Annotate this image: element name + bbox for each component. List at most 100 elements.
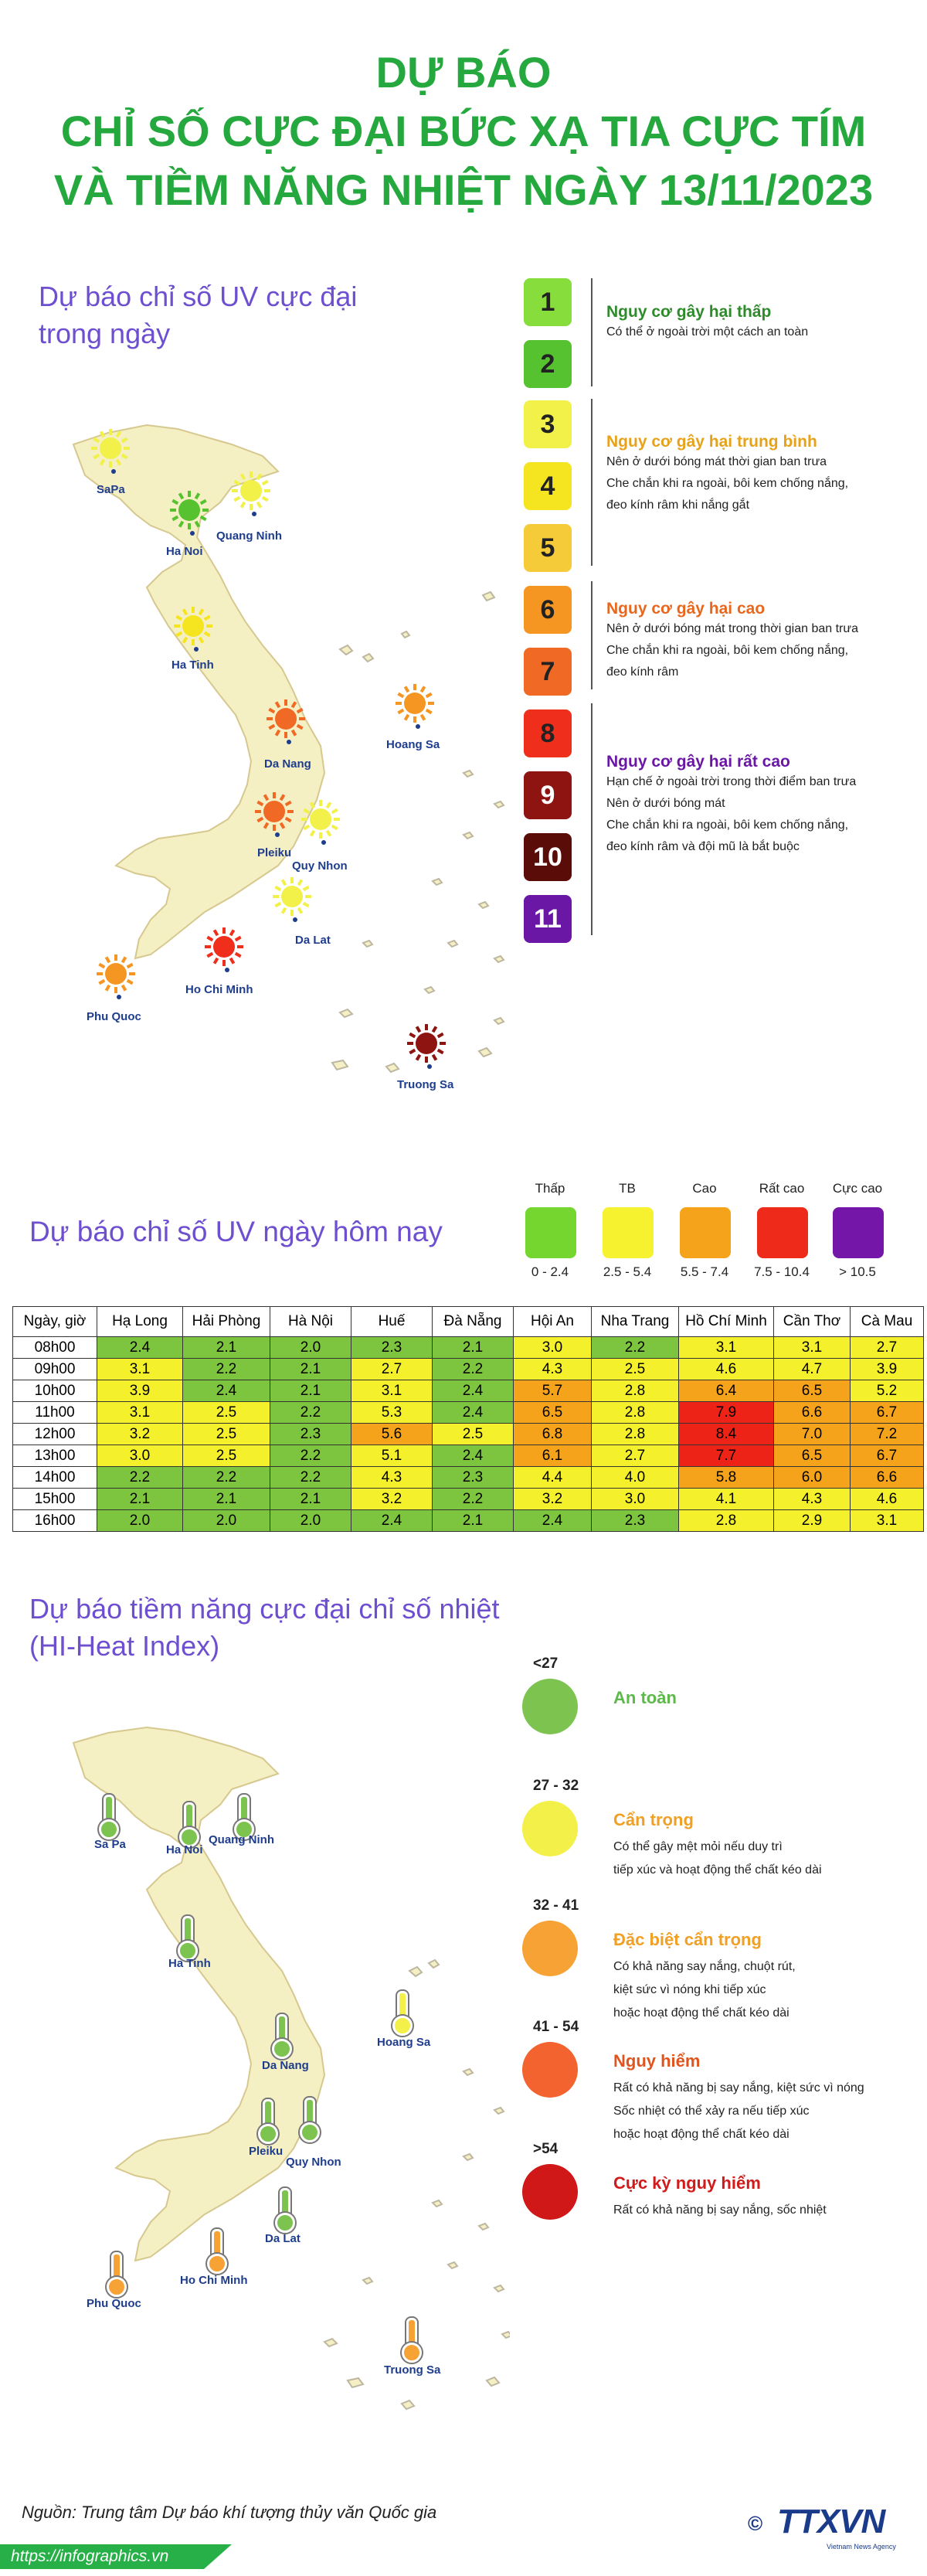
uv-table-cell: 3.1 <box>97 1358 183 1380</box>
uv-table-col-header: Đà Nẵng <box>432 1306 514 1337</box>
uv-table-cell: 2.9 <box>773 1509 851 1532</box>
uv-table-cell: 2.0 <box>270 1509 351 1532</box>
sun-icon <box>255 792 294 837</box>
uv-table-cell: 2.2 <box>432 1488 514 1510</box>
uv-table: Ngày, giờ Hạ Long Hải Phòng Hà Nội Huế Đà Nẵn… <box>12 1306 924 1532</box>
city-label-quangninh: Quang Ninh <box>216 529 282 543</box>
uv-legend-swatch-4 <box>833 1207 884 1258</box>
uv-group-vhigh: Nguy cơ gây hại rất cao Hạn chế ở ngoài … <box>606 753 856 858</box>
uv-table-cell: 2.3 <box>351 1336 433 1359</box>
uv-table-cell: 3.9 <box>97 1380 183 1402</box>
group-line-low <box>591 278 593 386</box>
uv-legend-range-0: 0 - 2.4 <box>531 1264 569 1279</box>
heat-range-0: <27 <box>533 1656 559 1672</box>
uv-group-mid-desc-1: Nên ở dưới bóng mát thời gian ban trưa <box>606 455 827 468</box>
uv-group-low-title: Nguy cơ gây hại thấp <box>606 303 772 321</box>
uv-table-cell: 3.0 <box>513 1336 592 1359</box>
city-label-sapa: SaPa <box>97 483 125 496</box>
heat-desc-2-1: kiệt sức vì nóng khi tiếp xúc <box>613 1983 766 1996</box>
table-row: 10h00 3.9 2.4 2.1 3.1 2.4 5.7 2.8 6.4 6.5 5.2 <box>12 1380 924 1402</box>
uv-group-mid-title: Nguy cơ gây hại trung bình <box>606 433 817 451</box>
heat-swatch-2 <box>522 1921 578 1976</box>
heat-desc-2-0: Có khả năng say nắng, chuột rút, <box>613 1960 796 1973</box>
uv-group-high-desc-1: Nên ở dưới bóng mát trong thời gian ban … <box>606 622 858 635</box>
heat-title-1: Cẩn trọng <box>613 1810 694 1829</box>
uv-legend-range-4: > 10.5 <box>839 1264 876 1279</box>
uv-legend-swatch-3 <box>757 1207 808 1258</box>
uv-legend-swatch-1 <box>603 1207 654 1258</box>
heat-swatch-1 <box>522 1801 578 1856</box>
vietnam-landmass <box>72 424 505 1074</box>
uv-legend-swatch-2 <box>680 1207 731 1258</box>
uv-table-time: 11h00 <box>12 1401 97 1424</box>
uv-table-cell: 2.1 <box>432 1336 514 1359</box>
uv-group-mid-desc-3: đeo kính râm khi nắng gắt <box>606 499 750 512</box>
uv-today-title: Dự báo chỉ số UV ngày hôm nay <box>29 1216 443 1247</box>
uv-table-time: 16h00 <box>12 1509 97 1532</box>
title-line-2: CHỈ SỐ CỰC ĐẠI BỨC XẠ TIA CỰC TÍM <box>60 107 867 155</box>
heat-label-dalat: Da Lat <box>265 2232 301 2245</box>
uv-table-header: Ngày, giờ Hạ Long Hải Phòng Hà Nội Huế Đà Nẵn… <box>12 1306 924 1337</box>
uv-table-cell: 2.4 <box>432 1401 514 1424</box>
footer-url-bar <box>0 2544 232 2569</box>
uv-table-cell: 2.4 <box>432 1380 514 1402</box>
city-label-quynhon: Quy Nhon <box>292 859 348 873</box>
uv-table-cell: 4.6 <box>850 1488 924 1510</box>
uv-table-cell: 5.3 <box>351 1401 433 1424</box>
uv-table-cell: 2.3 <box>591 1509 679 1532</box>
uv-group-low: Nguy cơ gây hại thấp Có thể ở ngoài trời… <box>606 303 808 343</box>
city-label-phuquoc: Phu Quoc <box>87 1010 141 1023</box>
uv-table-cell: 2.1 <box>182 1488 270 1510</box>
thermometer-icon <box>207 2226 227 2274</box>
heat-label-hochiminh: Ho Chi Minh <box>180 2274 248 2287</box>
table-row: 15h00 2.1 2.1 2.1 3.2 2.2 3.2 3.0 4.1 4.3 4.6 <box>12 1488 924 1510</box>
uv-scale-2: 2 <box>524 340 572 388</box>
footer-url[interactable]: https://infographics.vn <box>11 2547 169 2565</box>
uv-table-col-header: Hồ Chí Minh <box>678 1306 774 1337</box>
uv-legend-label-3: Rất cao <box>759 1181 805 1196</box>
uv-table-cell: 2.5 <box>182 1445 270 1467</box>
uv-table-cell: 3.1 <box>773 1336 851 1359</box>
uv-table-cell: 6.5 <box>773 1380 851 1402</box>
thermometer-icon <box>178 1913 198 1961</box>
uv-legend-label-4: Cực cao <box>832 1181 883 1196</box>
heat-swatch-4 <box>522 2164 578 2220</box>
ttxvn-logo-sub: Vietnam News Agency <box>827 2543 896 2550</box>
thermometer-icon <box>99 1792 119 1839</box>
uv-table-cell: 2.1 <box>270 1488 351 1510</box>
heat-title-3: Nguy hiểm <box>613 2051 701 2071</box>
uv-table-cell: 2.4 <box>432 1445 514 1467</box>
uv-table-col-header: Nha Trang <box>591 1306 679 1337</box>
uv-legend-range-3: 7.5 - 10.4 <box>754 1264 810 1279</box>
heat-label-pleiku: Pleiku <box>249 2145 284 2158</box>
uv-group-vhigh-desc-1: Hạn chế ở ngoài trời trong thời điểm ban… <box>606 775 857 788</box>
uv-table-cell: 7.2 <box>850 1423 924 1445</box>
uv-group-high-desc-2: Che chắn khi ra ngoài, bôi kem chống nắn… <box>606 644 849 657</box>
heat-label-quynhon: Quy Nhon <box>286 2156 341 2169</box>
uv-table-time: 08h00 <box>12 1336 97 1359</box>
uv-table-time: 15h00 <box>12 1488 97 1510</box>
heat-title-2: Đặc biệt cẩn trọng <box>613 1930 762 1949</box>
table-row: 09h00 3.1 2.2 2.1 2.7 2.2 4.3 2.5 4.6 4.7 3.9 <box>12 1358 924 1380</box>
uv-group-vhigh-desc-2: Nên ở dưới bóng mát <box>606 797 725 810</box>
uv-table-cell: 6.4 <box>678 1380 774 1402</box>
heat-title-4: Cực kỳ nguy hiểm <box>613 2173 761 2193</box>
heat-label-hoangsa: Hoang Sa <box>377 2036 431 2049</box>
uv-table-cell: 6.0 <box>773 1466 851 1489</box>
uv-table-cell: 2.5 <box>591 1358 679 1380</box>
thermometer-icon <box>402 2315 422 2363</box>
uv-table-cell: 6.7 <box>850 1445 924 1467</box>
uv-table-cell: 2.1 <box>97 1488 183 1510</box>
uv-table-cell: 4.3 <box>513 1358 592 1380</box>
uv-table-col-header: Cà Mau <box>850 1306 924 1337</box>
uv-table-cell: 4.3 <box>773 1488 851 1510</box>
uv-table-cell: 4.0 <box>591 1466 679 1489</box>
uv-scale-11: 11 <box>524 895 572 943</box>
heat-range-2: 32 - 41 <box>533 1897 579 1914</box>
uv-table-cell: 3.1 <box>678 1336 774 1359</box>
uv-scale-1: 1 <box>524 278 572 326</box>
uv-table-cell: 8.4 <box>678 1423 774 1445</box>
uv-table-cell: 2.4 <box>182 1380 270 1402</box>
copyright-mark: © <box>748 2512 763 2535</box>
uv-table-cell: 7.0 <box>773 1423 851 1445</box>
